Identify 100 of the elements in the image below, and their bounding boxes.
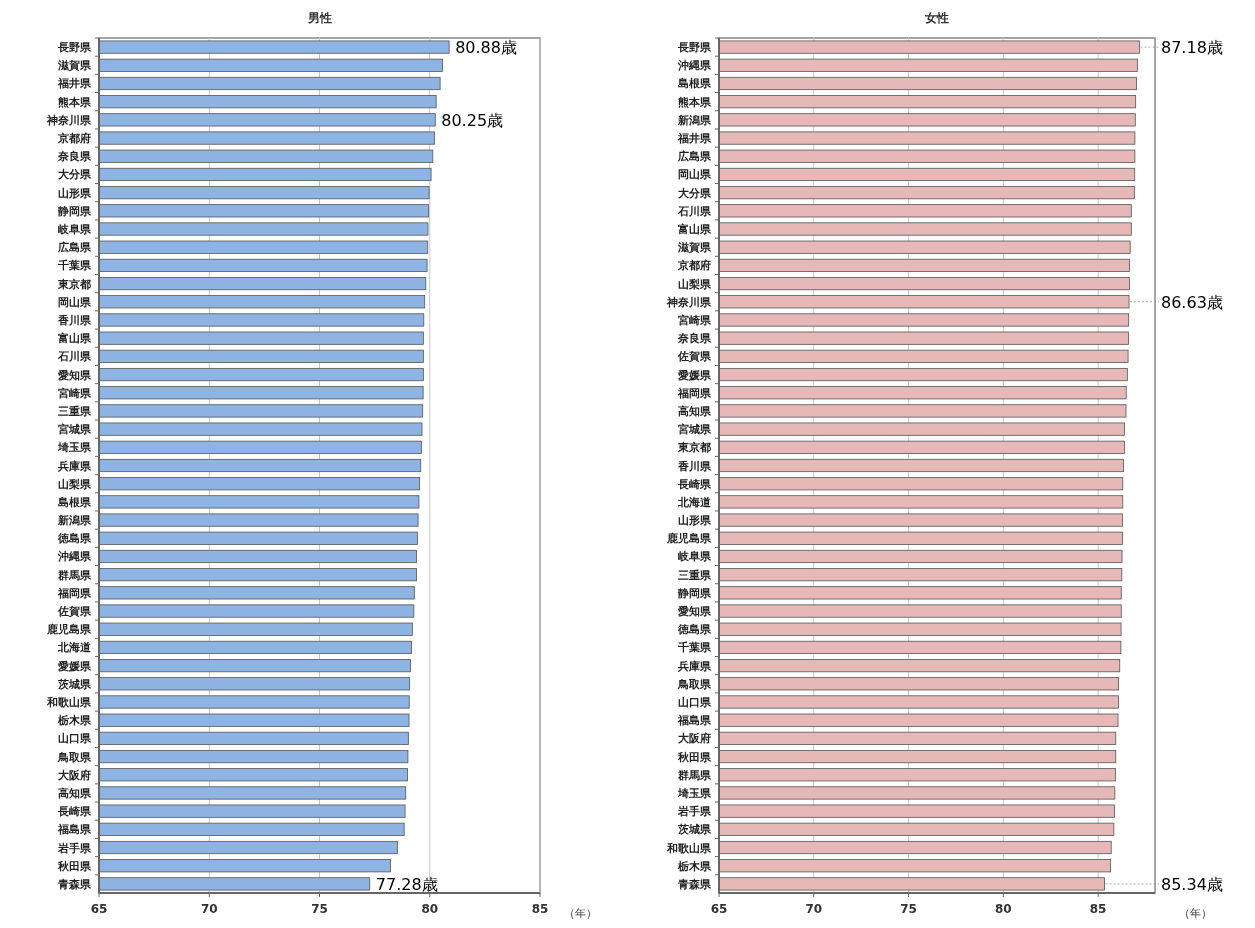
x-tick-label: 65 xyxy=(90,902,108,916)
y-tick-label: 福岡県 xyxy=(57,586,92,600)
y-tick-label: 青森県 xyxy=(677,877,712,891)
y-tick-label: 埼玉県 xyxy=(677,786,712,800)
y-tick-label: 秋田県 xyxy=(677,750,712,764)
y-tick-label: 愛媛県 xyxy=(678,368,712,382)
y-tick-label: 鹿児島県 xyxy=(46,623,92,637)
y-tick-label: 佐賀県 xyxy=(57,605,92,619)
y-tick-label: 広島県 xyxy=(677,150,712,164)
y-tick-label: 愛知県 xyxy=(58,368,92,382)
y-tick-label: 岐阜県 xyxy=(678,550,712,564)
y-tick-label: 鹿児島県 xyxy=(666,532,712,546)
y-tick-label: 宮城県 xyxy=(678,423,712,437)
y-tick-label: 佐賀県 xyxy=(677,350,712,364)
y-tick-label: 埼玉県 xyxy=(57,441,92,455)
annotation: 77.28歳 xyxy=(375,874,438,894)
y-tick-label: 香川県 xyxy=(677,459,712,473)
y-tick-label: 長野県 xyxy=(57,41,92,55)
x-tick-label: 85 xyxy=(531,902,549,916)
y-tick-label: 奈良県 xyxy=(677,332,712,346)
y-tick-label: 宮崎県 xyxy=(678,313,712,327)
y-tick-label: 北海道 xyxy=(57,641,92,655)
y-tick-label: 岡山県 xyxy=(58,295,92,309)
y-tick-label: 愛媛県 xyxy=(58,659,92,673)
y-tick-label: 徳島県 xyxy=(57,532,92,546)
y-tick-label: 沖縄県 xyxy=(677,59,712,73)
y-tick-label: 三重県 xyxy=(58,404,92,418)
y-tick-label: 大阪府 xyxy=(58,768,91,782)
y-tick-label: 和歌山県 xyxy=(666,841,712,855)
y-tick-label: 島根県 xyxy=(58,495,92,509)
y-tick-label: 石川県 xyxy=(677,204,712,218)
y-tick-label: 徳島県 xyxy=(677,623,712,637)
y-tick-label: 千葉県 xyxy=(57,259,92,273)
y-tick-label: 京都府 xyxy=(57,132,91,146)
y-tick-label: 福島県 xyxy=(57,823,92,837)
y-tick-label: 富山県 xyxy=(58,332,92,346)
y-tick-label: 茨城県 xyxy=(677,823,712,837)
y-tick-label: 石川県 xyxy=(57,350,92,364)
x-tick-label: 70 xyxy=(805,902,823,916)
y-tick-label: 岡山県 xyxy=(678,168,712,182)
y-tick-label: 広島県 xyxy=(57,241,92,255)
y-tick-label: 大阪府 xyxy=(678,732,711,746)
y-tick-label: 滋賀県 xyxy=(677,241,712,255)
y-tick-label: 茨城県 xyxy=(57,677,92,691)
x-axis-title: （年） xyxy=(563,907,597,920)
y-tick-label: 長崎県 xyxy=(677,477,712,491)
y-tick-label: 高知県 xyxy=(678,404,712,418)
y-tick-label: 熊本県 xyxy=(58,95,92,109)
x-tick-label: 70 xyxy=(200,902,218,916)
x-tick-label: 80 xyxy=(421,902,439,916)
annotation: 80.25歳 xyxy=(441,110,504,130)
y-tick-label: 鳥取県 xyxy=(677,677,712,691)
y-tick-label: 群馬県 xyxy=(677,768,712,782)
y-tick-label: 静岡県 xyxy=(57,204,92,218)
y-tick-label: 熊本県 xyxy=(678,95,712,109)
y-tick-label: 大分県 xyxy=(58,168,92,182)
y-tick-label: 福井県 xyxy=(57,77,92,91)
chart-title: 女性 xyxy=(924,11,949,25)
y-tick-label: 群馬県 xyxy=(57,568,92,582)
y-tick-label: 滋賀県 xyxy=(57,59,92,73)
y-tick-label: 高知県 xyxy=(58,786,92,800)
y-tick-label: 長崎県 xyxy=(57,805,92,819)
annotation: 86.63歳 xyxy=(1161,292,1223,312)
y-tick-label: 静岡県 xyxy=(677,586,712,600)
y-tick-label: 東京都 xyxy=(57,277,91,291)
y-tick-label: 宮城県 xyxy=(58,423,92,437)
y-tick-label: 富山県 xyxy=(678,223,712,237)
y-tick-label: 兵庫県 xyxy=(57,459,92,473)
y-tick-label: 新潟県 xyxy=(677,113,712,127)
y-tick-label: 三重県 xyxy=(678,568,712,582)
y-tick-label: 山形県 xyxy=(58,186,92,200)
annotation: 87.18歳 xyxy=(1161,38,1223,58)
y-tick-label: 福島県 xyxy=(677,714,712,728)
y-tick-label: 沖縄県 xyxy=(57,550,92,564)
x-tick-label: 75 xyxy=(311,902,328,916)
y-tick-label: 山形県 xyxy=(678,514,712,528)
y-tick-label: 岩手県 xyxy=(57,841,92,855)
y-tick-label: 福岡県 xyxy=(677,386,712,400)
y-tick-label: 神奈川県 xyxy=(666,295,712,309)
y-tick-label: 大分県 xyxy=(678,186,712,200)
y-tick-label: 島根県 xyxy=(678,77,712,91)
y-tick-label: 愛知県 xyxy=(678,605,712,619)
y-tick-label: 兵庫県 xyxy=(677,659,712,673)
y-tick-label: 東京都 xyxy=(677,441,711,455)
y-tick-label: 新潟県 xyxy=(57,514,92,528)
y-tick-label: 京都府 xyxy=(677,259,711,273)
x-tick-label: 85 xyxy=(1089,902,1107,916)
y-tick-label: 千葉県 xyxy=(677,641,712,655)
y-tick-label: 北海道 xyxy=(677,495,712,509)
y-tick-label: 山梨県 xyxy=(678,277,712,291)
y-tick-label: 山梨県 xyxy=(58,477,92,491)
chart-title: 男性 xyxy=(306,11,332,25)
y-tick-label: 長野県 xyxy=(677,41,712,55)
y-tick-label: 鳥取県 xyxy=(57,750,92,764)
y-tick-label: 栃木県 xyxy=(677,859,712,873)
y-tick-label: 栃木県 xyxy=(57,714,92,728)
y-tick-label: 山口県 xyxy=(58,732,92,746)
y-tick-label: 香川県 xyxy=(57,313,92,327)
y-tick-label: 岐阜県 xyxy=(58,223,92,237)
y-tick-label: 福井県 xyxy=(677,132,712,146)
